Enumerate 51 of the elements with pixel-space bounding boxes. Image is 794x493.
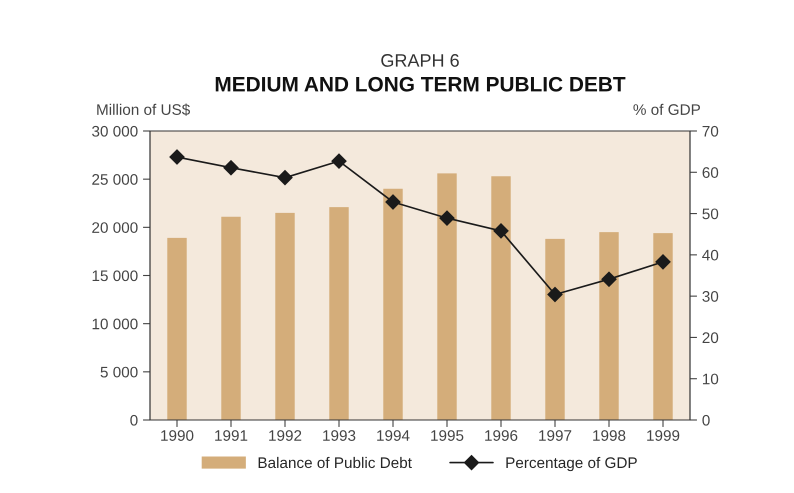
y-tick-label: 15 000 bbox=[92, 270, 138, 282]
y2-tick-label: 0 bbox=[702, 414, 710, 426]
y2-tick-label: 10 bbox=[702, 374, 718, 384]
chart-title: MEDIUM AND LONG TERM PUBLIC DEBT bbox=[216, 76, 626, 92]
y2-axis-title: % of GDP bbox=[633, 104, 700, 115]
bar bbox=[437, 173, 457, 420]
y-tick-label: 20 000 bbox=[92, 222, 138, 234]
x-tick-label: 1998 bbox=[593, 430, 626, 441]
point bbox=[439, 210, 455, 226]
point bbox=[547, 286, 563, 302]
bar bbox=[167, 238, 187, 420]
y2-tick-label: 70 bbox=[702, 126, 718, 137]
y2-tick-label: 60 bbox=[702, 167, 718, 178]
y-tick-label: 25 000 bbox=[92, 174, 138, 185]
legend-label: Percentage of GDP bbox=[506, 456, 637, 472]
bar bbox=[275, 212, 295, 420]
x-tick-label: 1992 bbox=[269, 430, 302, 441]
point bbox=[331, 154, 347, 169]
x-tick-label: 1994 bbox=[377, 430, 410, 441]
y2-tick-label: 50 bbox=[702, 208, 718, 220]
bar bbox=[653, 233, 673, 420]
x-tick-label: 1993 bbox=[323, 430, 356, 441]
bar bbox=[599, 232, 619, 420]
point bbox=[385, 194, 401, 210]
point bbox=[655, 254, 671, 270]
bar bbox=[383, 188, 403, 420]
point bbox=[601, 272, 617, 287]
x-tick-label: 1990 bbox=[161, 430, 194, 441]
x-tick-label: 1995 bbox=[431, 430, 464, 441]
y-tick-label: 0 bbox=[130, 414, 138, 426]
x-tick-label: 1997 bbox=[539, 430, 572, 441]
y2-tick-label: 40 bbox=[702, 250, 718, 261]
x-tick-label: 1999 bbox=[647, 430, 680, 441]
point bbox=[493, 223, 509, 238]
point bbox=[277, 170, 293, 186]
bar bbox=[491, 176, 511, 420]
point bbox=[223, 160, 239, 176]
y2-tick-label: 30 bbox=[702, 291, 718, 302]
bar bbox=[221, 216, 241, 420]
y2-tick-label: 20 bbox=[702, 332, 718, 344]
y-axis-title: Million of US$ bbox=[97, 104, 190, 116]
y-tick-label: 5 000 bbox=[100, 366, 138, 378]
y-tick-label: 30 000 bbox=[92, 126, 138, 137]
bar bbox=[329, 207, 349, 420]
x-tick-label: 1991 bbox=[215, 430, 248, 441]
bar bbox=[545, 238, 565, 420]
x-tick-label: 1996 bbox=[485, 430, 518, 441]
y-tick-label: 10 000 bbox=[92, 318, 138, 330]
point bbox=[169, 149, 185, 165]
chart-subtitle: GRAPH 6 bbox=[381, 54, 459, 67]
legend-label: Balance of Public Debt bbox=[258, 456, 412, 468]
